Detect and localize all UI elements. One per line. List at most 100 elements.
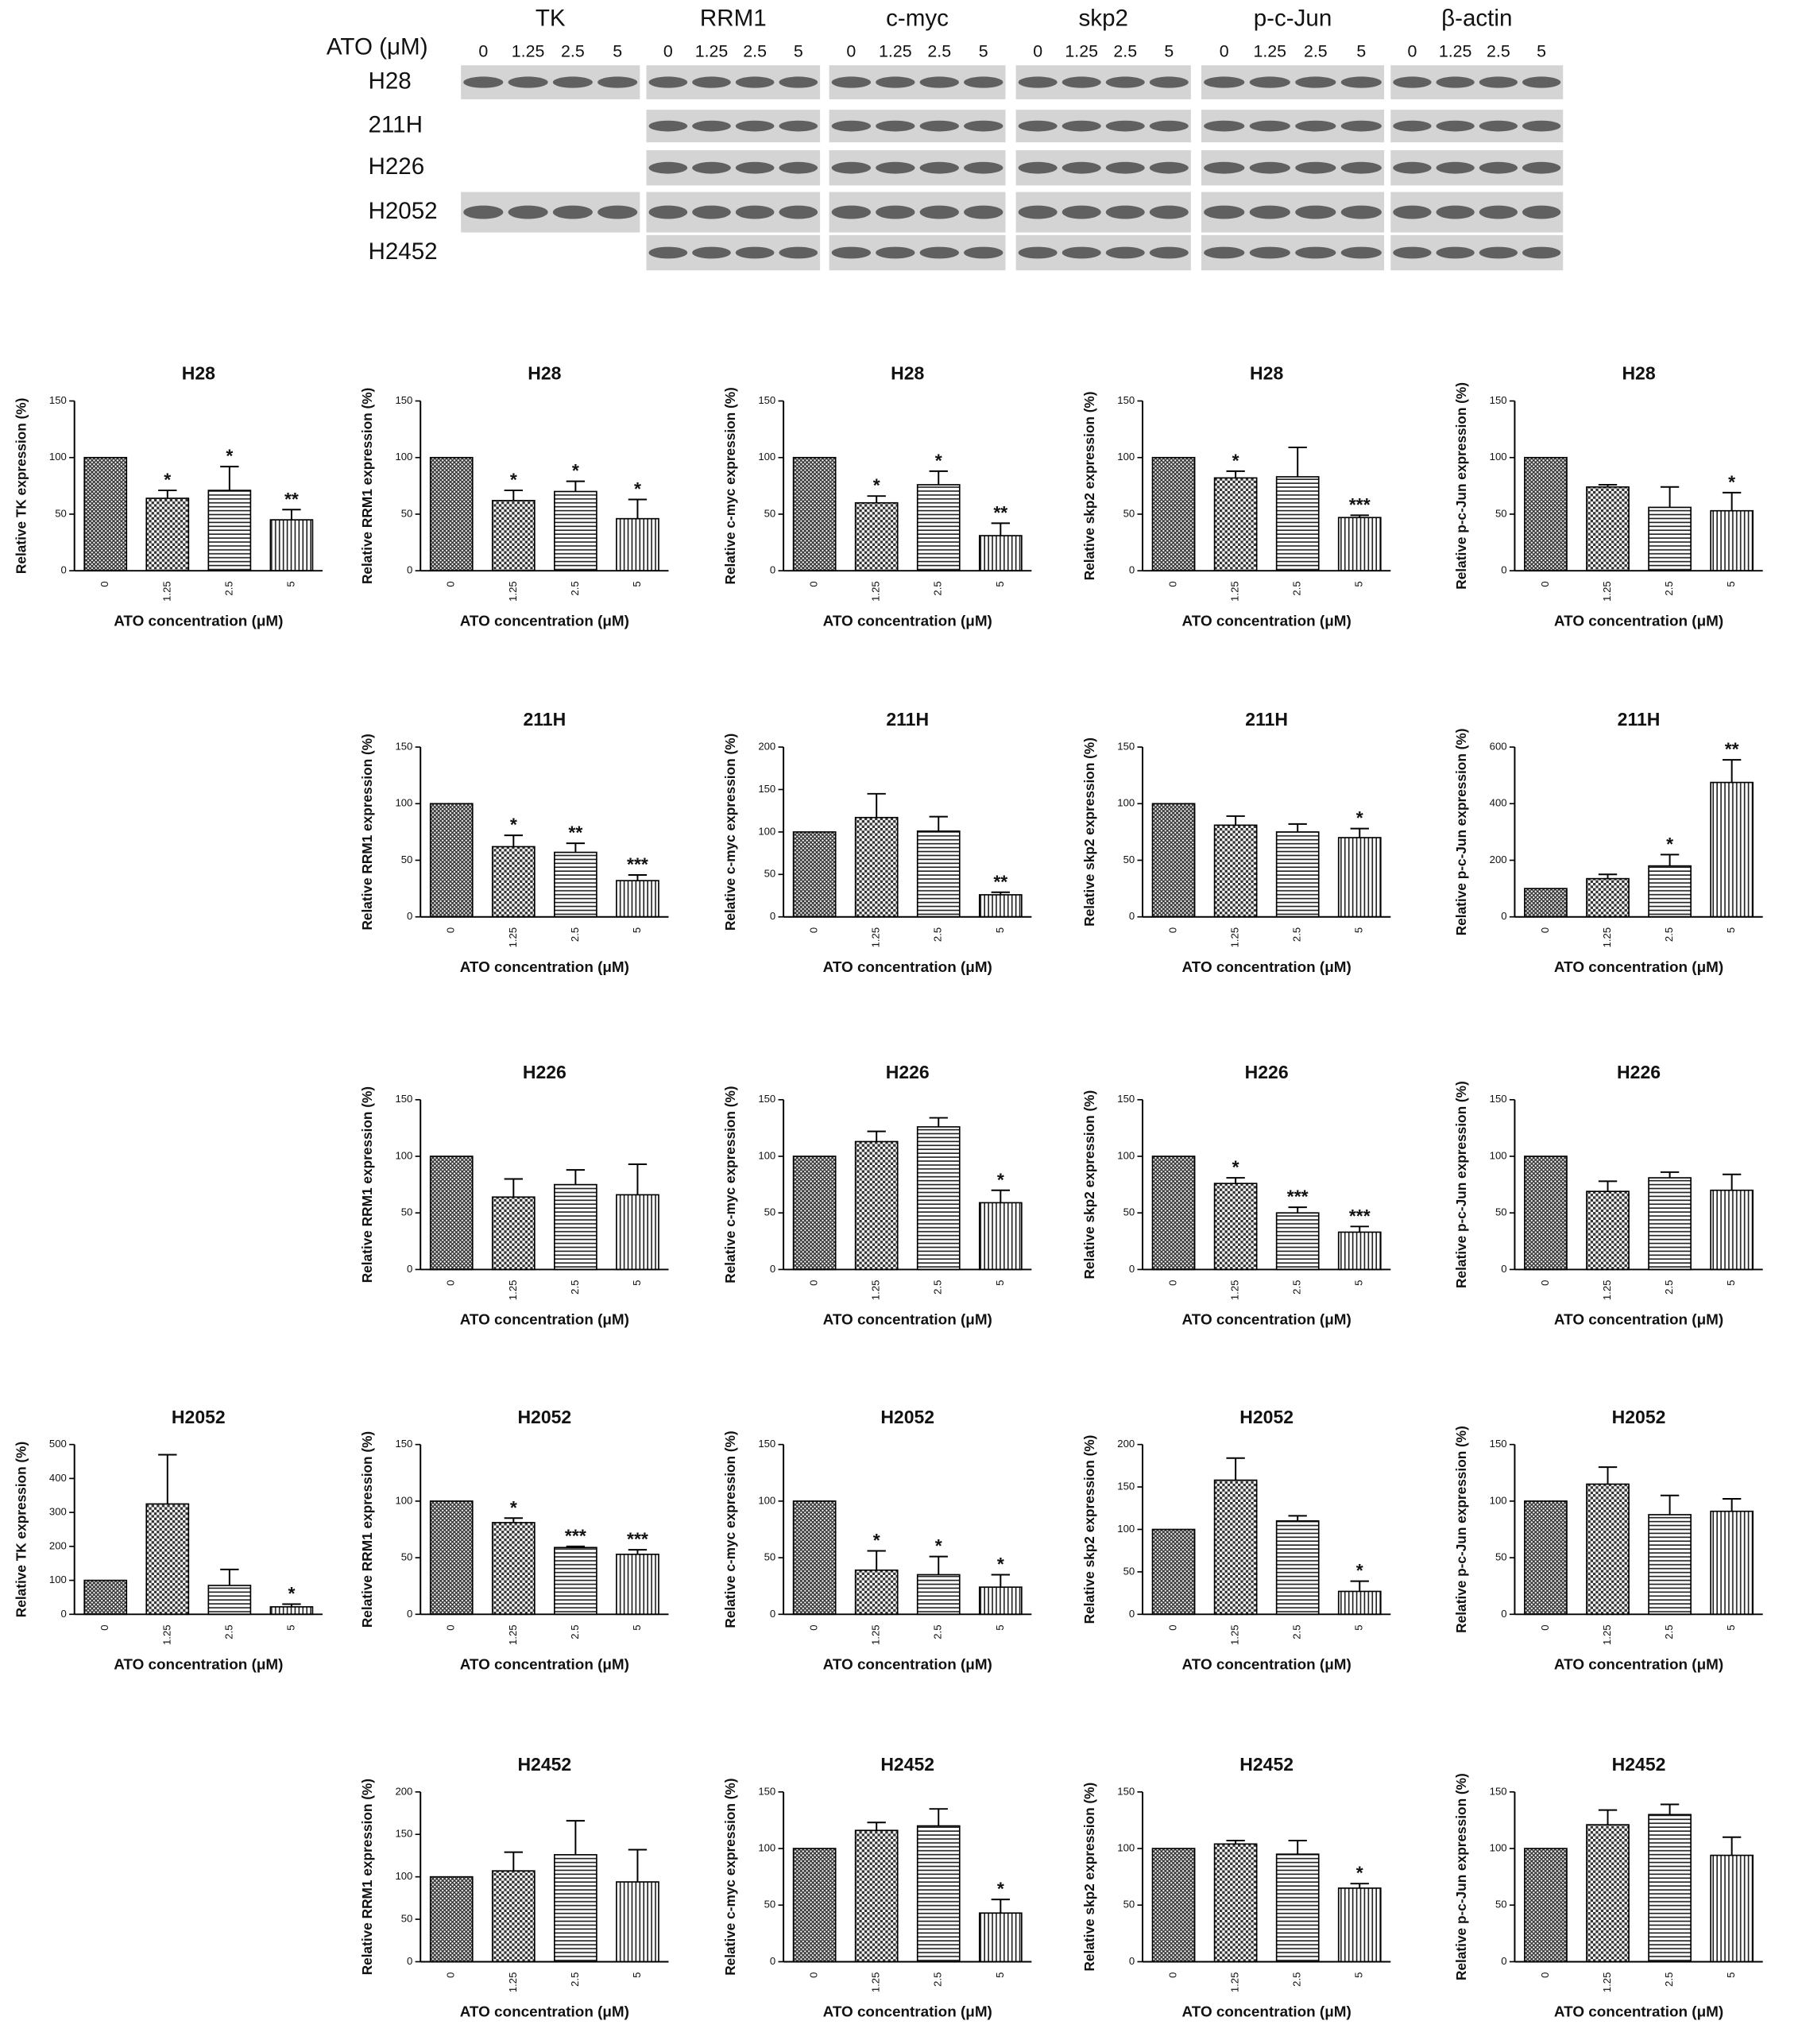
blot-band	[779, 76, 818, 88]
bar	[83, 1579, 128, 1616]
y-axis-label: Relative c-myc expression (%)	[722, 734, 738, 931]
dose-label: 2.5	[1304, 41, 1328, 60]
blot-band	[1340, 120, 1382, 132]
y-tick-label: 0	[770, 1955, 775, 1967]
y-tick-label: 100	[395, 797, 412, 809]
bar	[1337, 517, 1382, 572]
y-tick-label: 100	[758, 1149, 775, 1161]
significance: **	[993, 502, 1007, 523]
protein-label: p-c-Jun	[1254, 5, 1332, 31]
bar	[1213, 1183, 1258, 1271]
dose-label: 2.5	[1113, 41, 1137, 60]
y-tick-label: 100	[395, 1870, 412, 1882]
x-tick-label: 2.5	[932, 1280, 944, 1295]
y-tick-label: 150	[395, 1828, 412, 1840]
blot-band	[1295, 246, 1336, 259]
blot-band	[1149, 120, 1189, 132]
x-tick-label: 0	[445, 1280, 457, 1286]
x-tick-label: 2.5	[569, 927, 581, 942]
blot-band	[463, 76, 504, 88]
dose-label: 0	[846, 41, 856, 60]
bar	[1524, 1156, 1568, 1271]
chart-title: H2452	[1612, 1754, 1666, 1775]
y-axis-label: Relative c-myc expression (%)	[722, 1778, 738, 1975]
y-tick-label: 150	[1490, 1093, 1507, 1105]
y-tick-label: 50	[55, 507, 67, 519]
blot-band	[692, 246, 731, 259]
bar	[1151, 1156, 1196, 1271]
y-axis-label: Relative c-myc expression (%)	[722, 1430, 738, 1628]
y-tick-label: 100	[1490, 1841, 1507, 1853]
blot-band	[735, 161, 775, 174]
x-tick-label: 5	[631, 1624, 643, 1630]
x-tick-label: 0	[1167, 1280, 1179, 1286]
blot-band	[1149, 76, 1189, 88]
dose-label: 1.25	[695, 41, 729, 60]
x-tick-label: 5	[284, 581, 296, 586]
bar	[1275, 1212, 1320, 1271]
blot-band	[1149, 205, 1189, 219]
x-tick-label: 5	[994, 1972, 1006, 1978]
bar	[554, 851, 597, 918]
blot-band	[552, 205, 593, 219]
blot-band	[1295, 161, 1336, 174]
y-tick-label: 0	[407, 1955, 412, 1967]
x-tick-label: 0	[808, 927, 820, 933]
x-tick-label: 2.5	[569, 581, 581, 595]
y-tick-label: 150	[1117, 1481, 1135, 1492]
blot-band	[1393, 120, 1432, 132]
x-tick-label: 5	[994, 1280, 1006, 1286]
blot-band	[1295, 76, 1336, 88]
x-axis-label: ATO concentration (μM)	[823, 1656, 992, 1673]
y-axis-label: Relative RRM1 expression (%)	[359, 1086, 375, 1283]
y-tick-label: 600	[1490, 741, 1507, 753]
blot-band	[1149, 161, 1189, 174]
bar	[1337, 837, 1382, 918]
y-tick-label: 100	[758, 451, 775, 463]
y-tick-label: 50	[401, 1913, 413, 1925]
bar	[1151, 1528, 1196, 1616]
x-tick-label: 1.25	[870, 1972, 882, 1993]
y-tick-label: 0	[1501, 1263, 1506, 1275]
dose-label: 5	[794, 41, 803, 60]
x-tick-label: 1.25	[870, 1280, 882, 1301]
x-tick-label: 1.25	[160, 1624, 172, 1645]
blot-band	[1105, 120, 1145, 132]
x-tick-label: 0	[1167, 1624, 1179, 1630]
x-tick-label: 2.5	[1663, 927, 1675, 942]
blot-band	[1479, 205, 1518, 219]
significance: **	[993, 871, 1007, 892]
significance: *	[510, 1497, 517, 1518]
bar	[1710, 1854, 1754, 1963]
protein-label: β-actin	[1441, 5, 1512, 31]
x-tick-label: 0	[808, 1972, 820, 1978]
x-axis-label: ATO concentration (μM)	[1182, 613, 1352, 629]
significance: *	[164, 470, 171, 490]
significance: *	[1232, 1157, 1239, 1178]
y-tick-label: 0	[407, 1263, 412, 1275]
bar	[1275, 1853, 1320, 1963]
chart-title: H28	[1622, 363, 1655, 384]
x-tick-label: 1.25	[1601, 927, 1613, 948]
bar	[1648, 1177, 1692, 1271]
bar	[269, 519, 314, 572]
x-tick-label: 2.5	[932, 1624, 944, 1639]
blot-band	[1061, 76, 1101, 88]
blot-band	[1018, 205, 1058, 219]
bar	[554, 1854, 597, 1963]
bar	[429, 1876, 474, 1963]
bar	[792, 456, 837, 572]
x-axis-label: ATO concentration (μM)	[460, 1656, 629, 1673]
blot-band	[463, 205, 504, 219]
y-axis-label: Relative RRM1 expression (%)	[359, 734, 375, 930]
bar	[145, 497, 190, 572]
y-tick-label: 150	[1117, 1785, 1135, 1797]
protein-label: skp2	[1078, 5, 1127, 31]
bar	[1151, 803, 1196, 918]
bar	[1151, 1848, 1196, 1963]
protein-label: c-myc	[886, 5, 949, 31]
blot-band	[1522, 76, 1561, 88]
dose-label: 1.25	[879, 41, 912, 60]
x-tick-label: 0	[445, 581, 457, 586]
bar	[1648, 865, 1692, 918]
